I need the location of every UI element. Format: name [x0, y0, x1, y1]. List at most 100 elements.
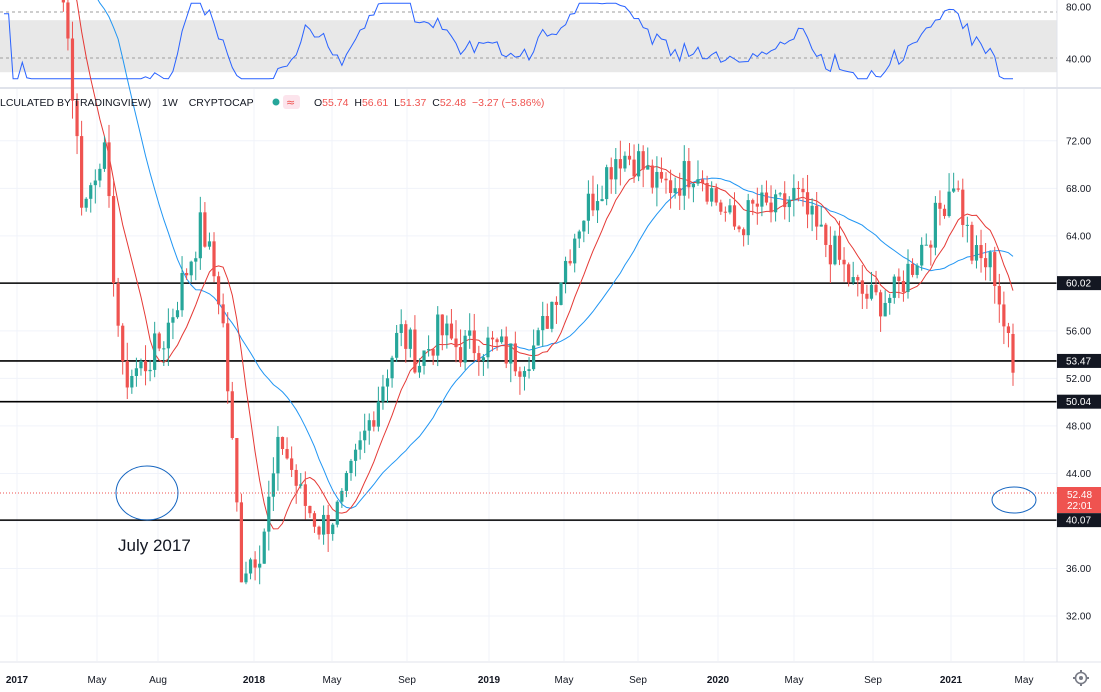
rsi-pane: 40.00 80.00 — [0, 2, 1091, 80]
candle — [952, 172, 956, 193]
candle — [376, 386, 380, 432]
candle — [1006, 322, 1011, 348]
ma-slow-line — [97, 0, 1014, 509]
candle — [609, 157, 613, 194]
candle — [979, 229, 983, 273]
candle — [84, 197, 88, 212]
interval-label[interactable]: 1W — [162, 97, 178, 109]
symbol-title[interactable]: LCULATED BY TRADINGVIEW) 1W CRYPTOCAP — [0, 97, 254, 109]
highlight-circle-current — [991, 486, 1037, 514]
price-tick-label: 52.00 — [1066, 374, 1091, 385]
current-price-label-bg — [1057, 487, 1101, 513]
candle — [545, 303, 549, 329]
compare-button[interactable] — [283, 95, 300, 109]
time-axis[interactable]: 2017 May Aug 2018 May Sep 2019 May Sep 2020 May Sep… — [6, 675, 1034, 686]
candle — [710, 181, 714, 207]
candle — [874, 270, 878, 296]
rsi-band — [0, 20, 1057, 73]
candle — [783, 181, 787, 220]
candle — [760, 184, 764, 217]
gear-icon[interactable] — [1073, 670, 1089, 686]
candle — [189, 260, 193, 282]
candle — [568, 249, 572, 266]
candle — [947, 173, 951, 218]
candle — [89, 182, 93, 213]
candle — [449, 309, 454, 341]
candle — [732, 192, 737, 230]
candle — [408, 327, 412, 358]
candle — [235, 438, 239, 512]
legend: LCULATED BY TRADINGVIEW) 1W CRYPTOCAP ≈ … — [0, 95, 544, 109]
candle — [363, 413, 367, 454]
level-label: 50.04 — [1066, 397, 1091, 408]
exchange-label: CRYPTOCAP — [189, 97, 254, 109]
candle — [883, 290, 887, 317]
candle — [417, 358, 422, 378]
candle — [997, 273, 1001, 323]
candle — [445, 315, 449, 349]
candle — [440, 314, 444, 351]
candle — [70, 21, 75, 119]
candle — [901, 270, 906, 302]
candle — [121, 323, 125, 375]
candle — [924, 233, 928, 246]
price-tick-label: 56.00 — [1066, 326, 1091, 337]
price-tick-label: 44.00 — [1066, 469, 1091, 480]
time-tick-label: 2019 — [478, 675, 501, 686]
candle — [262, 528, 266, 564]
low-value: 51.37 — [400, 97, 426, 109]
candle — [513, 331, 517, 377]
candle — [988, 250, 992, 282]
candle — [796, 181, 801, 202]
candle — [504, 326, 508, 369]
candle — [605, 164, 609, 206]
close-label: C — [432, 97, 440, 109]
candle — [691, 182, 696, 203]
candle — [929, 240, 933, 266]
candle — [541, 301, 545, 347]
ma-fast-line — [76, 0, 1014, 530]
candle — [385, 369, 390, 404]
level-labels: 60.02 53.47 50.04 40.07 — [1057, 276, 1101, 528]
candle — [910, 258, 915, 278]
candle — [162, 341, 166, 367]
candle — [477, 345, 481, 376]
candle — [582, 220, 586, 243]
rsi-line — [4, 2, 1013, 80]
candle — [230, 381, 234, 440]
candle — [659, 157, 664, 183]
price-axis-bg[interactable] — [1057, 89, 1101, 662]
candle — [810, 198, 814, 232]
candle — [102, 136, 107, 172]
candle — [372, 411, 376, 432]
candle — [705, 175, 709, 205]
candle — [618, 140, 622, 186]
candle — [244, 561, 248, 585]
candle — [650, 159, 654, 194]
candle — [687, 147, 691, 199]
candle — [486, 326, 490, 369]
candle — [458, 329, 463, 367]
candle — [212, 232, 216, 283]
change-value: −3.27 (−5.86%) — [472, 97, 544, 109]
candle — [139, 358, 143, 376]
level-label: 53.47 — [1066, 356, 1091, 367]
candle — [344, 470, 349, 498]
candle — [198, 196, 202, 270]
market-status-dot — [272, 98, 280, 106]
candle — [111, 181, 116, 297]
candle — [828, 226, 832, 284]
candle — [317, 525, 321, 540]
price-tick-label: 72.00 — [1066, 136, 1091, 147]
candle — [682, 145, 686, 210]
candle — [668, 169, 673, 209]
candle — [130, 369, 134, 394]
candle — [194, 251, 198, 281]
candle — [723, 206, 727, 222]
candle — [431, 348, 435, 366]
candle — [878, 289, 883, 332]
close-value: 52.48 — [440, 97, 466, 109]
candle — [837, 220, 842, 266]
candle — [773, 189, 778, 222]
